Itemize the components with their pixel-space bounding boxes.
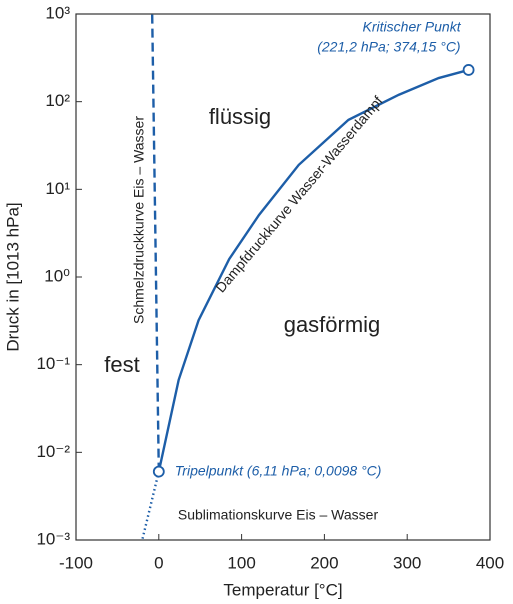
y-tick-label: 10¹: [45, 179, 70, 198]
y-tick-label: 10³: [45, 3, 70, 22]
y-tick-label: 10⁻³: [36, 529, 70, 548]
x-tick-label: 0: [154, 553, 163, 572]
region-label: gasförmig: [284, 312, 381, 337]
point-label: Kritischer Punkt: [363, 19, 462, 35]
point-label: (221,2 hPa; 374,15 °C): [317, 39, 460, 55]
y-tick-label: 10⁰: [44, 266, 70, 285]
y-axis-title: Druck in [1013 hPa]: [3, 202, 22, 351]
x-tick-label: 200: [310, 553, 338, 572]
curve: [150, 13, 161, 472]
x-tick-label: -100: [59, 553, 93, 572]
point-marker: [462, 64, 475, 76]
region-label: fest: [104, 352, 139, 377]
y-tick-label: 10²: [45, 91, 70, 110]
curve: [157, 68, 469, 472]
curve: [141, 471, 160, 541]
curve-label: Sublimationskurve Eis – Wasser: [178, 507, 379, 523]
x-tick-label: 300: [393, 553, 421, 572]
point-marker: [152, 465, 165, 478]
y-tick-label: 10⁻²: [36, 442, 70, 461]
point-label: Tripelpunkt (6,11 hPa; 0,0098 °C): [175, 462, 382, 478]
x-tick-label: 400: [476, 553, 504, 572]
x-tick-label: 100: [227, 553, 255, 572]
x-axis-title: Temperatur [°C]: [223, 580, 342, 599]
y-tick-label: 10⁻¹: [36, 354, 70, 373]
curve-label: Schmelzdruckkurve Eis – Wasser: [131, 116, 147, 324]
region-label: flüssig: [209, 104, 271, 129]
